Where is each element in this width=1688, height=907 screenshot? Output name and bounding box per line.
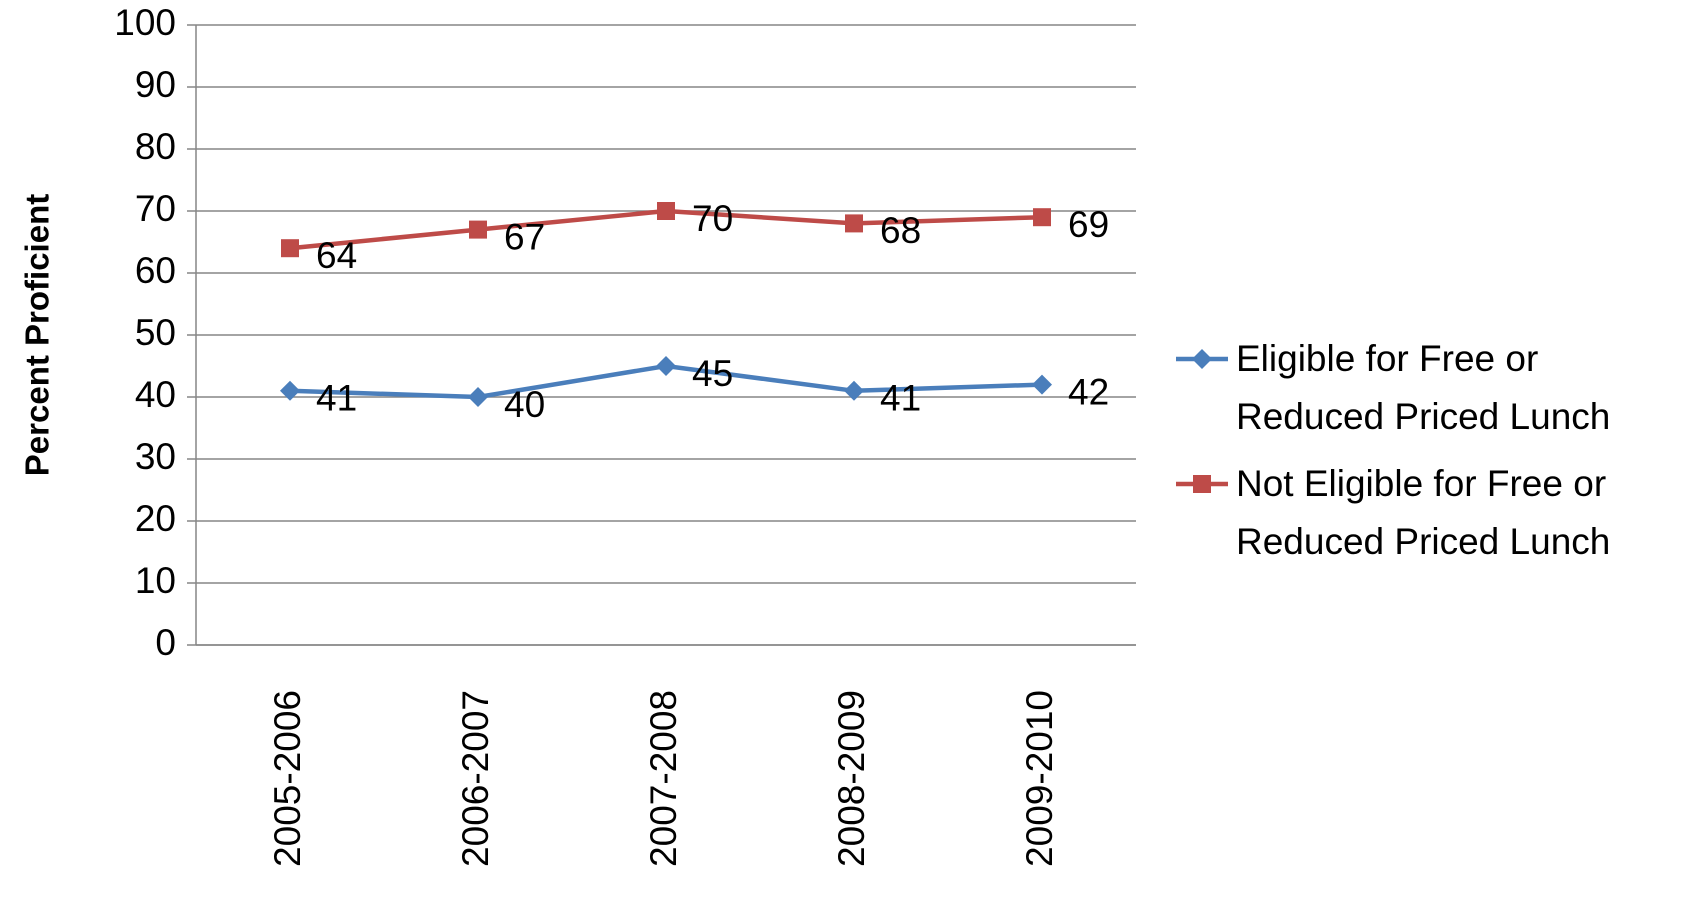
x-tick-label: 2006-2007 — [455, 690, 496, 867]
data-label: 68 — [880, 210, 921, 251]
data-label: 69 — [1068, 204, 1109, 245]
data-label: 45 — [692, 353, 733, 394]
y-tick-label: 40 — [135, 374, 176, 415]
x-tick-label: 2009-2010 — [1019, 690, 1060, 867]
y-tick-label: 10 — [135, 560, 176, 601]
y-tick-label: 50 — [135, 312, 176, 353]
marker — [844, 380, 864, 401]
marker — [657, 202, 675, 220]
marker — [468, 387, 488, 407]
marker — [656, 356, 676, 376]
y-tick-label: 60 — [135, 250, 176, 291]
y-tick-label: 70 — [135, 188, 176, 229]
data-label: 40 — [504, 384, 545, 425]
marker — [1192, 349, 1212, 369]
y-tick-label: 80 — [135, 126, 176, 167]
x-tick-label: 2008-2009 — [831, 690, 872, 867]
marker — [280, 380, 300, 401]
y-tick-label: 0 — [155, 622, 176, 663]
data-label: 67 — [504, 216, 545, 257]
marker — [845, 214, 863, 233]
data-label: 41 — [316, 378, 357, 419]
marker — [281, 239, 299, 258]
data-label: 41 — [880, 378, 921, 419]
y-tick-label: 20 — [135, 498, 176, 539]
marker — [469, 220, 487, 239]
y-tick-label: 30 — [135, 436, 176, 477]
data-label: 70 — [692, 198, 733, 239]
y-tick-label: 90 — [135, 64, 176, 105]
marker — [1033, 208, 1051, 227]
data-label: 64 — [316, 235, 357, 276]
x-tick-label: 2005-2006 — [267, 690, 308, 867]
data-label: 42 — [1068, 371, 1109, 412]
legend-label: Eligible for Free or Reduced Priced Lunc… — [1236, 338, 1611, 437]
marker — [1193, 475, 1211, 493]
x-tick-label: 2007-2008 — [643, 690, 684, 867]
legend-label: Not Eligible for Free or Reduced Priced … — [1236, 463, 1611, 562]
marker — [1032, 374, 1052, 395]
y-tick-label: 100 — [114, 2, 176, 43]
y-axis-label: Percent Proficient — [19, 194, 56, 476]
